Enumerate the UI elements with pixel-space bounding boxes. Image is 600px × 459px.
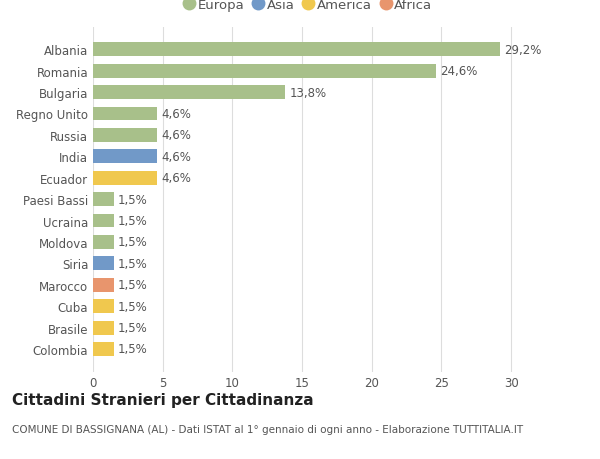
Text: 4,6%: 4,6%	[161, 172, 191, 185]
Text: 13,8%: 13,8%	[289, 86, 326, 99]
Bar	[93, 150, 157, 164]
Text: 1,5%: 1,5%	[118, 300, 148, 313]
Bar	[93, 129, 157, 143]
Text: 4,6%: 4,6%	[161, 129, 191, 142]
Text: 29,2%: 29,2%	[504, 44, 541, 56]
Bar	[93, 193, 114, 207]
Bar	[93, 278, 114, 292]
Text: 4,6%: 4,6%	[161, 108, 191, 121]
Text: 1,5%: 1,5%	[118, 193, 148, 206]
Text: 1,5%: 1,5%	[118, 236, 148, 249]
Text: COMUNE DI BASSIGNANA (AL) - Dati ISTAT al 1° gennaio di ogni anno - Elaborazione: COMUNE DI BASSIGNANA (AL) - Dati ISTAT a…	[12, 425, 523, 435]
Text: 24,6%: 24,6%	[440, 65, 478, 78]
Bar	[93, 214, 114, 228]
Bar	[93, 171, 157, 185]
Text: Cittadini Stranieri per Cittadinanza: Cittadini Stranieri per Cittadinanza	[12, 392, 314, 408]
Text: 4,6%: 4,6%	[161, 151, 191, 163]
Bar	[93, 342, 114, 356]
Bar	[93, 235, 114, 249]
Legend: Europa, Asia, America, Africa: Europa, Asia, America, Africa	[180, 0, 438, 17]
Bar	[93, 65, 436, 78]
Bar	[93, 43, 500, 57]
Text: 1,5%: 1,5%	[118, 214, 148, 228]
Bar	[93, 86, 286, 100]
Text: 1,5%: 1,5%	[118, 279, 148, 291]
Bar	[93, 300, 114, 313]
Text: 1,5%: 1,5%	[118, 321, 148, 334]
Text: 1,5%: 1,5%	[118, 343, 148, 356]
Text: 1,5%: 1,5%	[118, 257, 148, 270]
Bar	[93, 257, 114, 271]
Bar	[93, 107, 157, 121]
Bar	[93, 321, 114, 335]
